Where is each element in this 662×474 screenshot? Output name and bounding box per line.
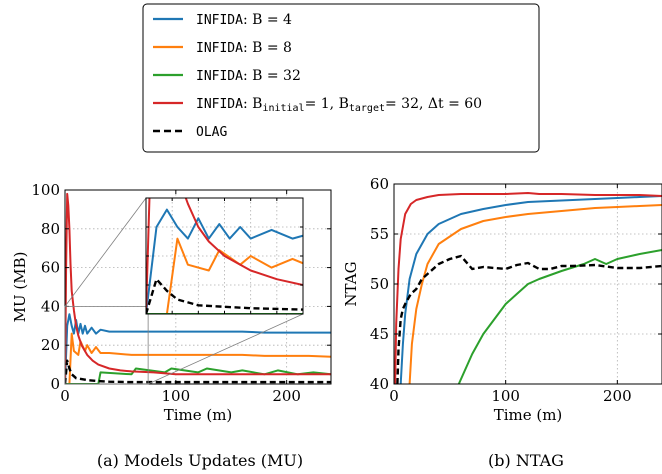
series-line-4 xyxy=(65,359,331,384)
legend-mono: INFIDA xyxy=(196,13,243,28)
series-line-2 xyxy=(457,249,662,384)
legend-text: : B = 8 xyxy=(243,40,292,56)
y-tick-label: 45 xyxy=(370,325,389,343)
inset-line-0 xyxy=(146,208,303,314)
inset-line-1 xyxy=(146,237,303,314)
legend-text: : B = 4 xyxy=(243,12,292,28)
series-group xyxy=(394,192,662,384)
x-tick-label: 100 xyxy=(491,387,520,405)
legend-mono: INFIDA xyxy=(196,97,243,112)
y-tick-label: 50 xyxy=(370,275,389,293)
legend-entry-4: OLAG xyxy=(196,125,227,140)
y-tick-label: 100 xyxy=(31,181,60,199)
legend-entry-1: INFIDA: B = 8 xyxy=(196,40,292,56)
legend-box xyxy=(142,3,540,153)
caption: (a) Models Updates (MU) xyxy=(97,451,303,470)
series-line-2 xyxy=(65,367,331,384)
x-axis-label: Time (m) xyxy=(164,406,233,424)
y-axis-label: NTAG xyxy=(342,261,360,306)
series-line-4 xyxy=(396,254,662,384)
legend-entry-2: INFIDA: B = 32 xyxy=(196,68,301,84)
y-tick-label: 60 xyxy=(41,259,60,277)
inset-connector xyxy=(64,197,147,307)
legend-entry-3: INFIDA: Binitial= 1, Btarget= 32, Δt = 6… xyxy=(196,96,482,114)
series-line-1 xyxy=(65,332,331,384)
legend-mono: INFIDA xyxy=(196,69,243,84)
axes-frame xyxy=(64,189,332,385)
y-tick-label: 40 xyxy=(41,297,60,315)
legend-entry-0: INFIDA: B = 4 xyxy=(196,12,292,28)
legend-text: = 1, B xyxy=(305,96,349,112)
series-line-3 xyxy=(65,192,331,384)
x-tick-label: 0 xyxy=(389,387,399,405)
legend-mono: INFIDA xyxy=(196,41,243,56)
x-axis-label: Time (m) xyxy=(494,406,563,424)
y-tick-label: 60 xyxy=(370,175,389,193)
legend-mono: OLAG xyxy=(196,125,227,140)
zoom-region xyxy=(64,305,149,385)
y-tick-label: 55 xyxy=(370,225,389,243)
series-line-3 xyxy=(394,192,662,384)
y-tick-label: 80 xyxy=(41,220,60,238)
x-tick-label: 200 xyxy=(603,387,632,405)
inset-connector xyxy=(147,313,304,385)
x-tick-label: 100 xyxy=(162,387,191,405)
caption: (b) NTAG xyxy=(488,451,564,470)
inset-line-3 xyxy=(146,198,303,314)
legend-text: = 32, Δt = 60 xyxy=(385,96,482,112)
inset-series-group xyxy=(146,198,303,314)
legend-text: : B xyxy=(243,96,262,112)
y-tick-label: 0 xyxy=(50,375,60,393)
x-tick-label: 200 xyxy=(272,387,301,405)
inset-line-4 xyxy=(146,278,303,314)
y-tick-label: 40 xyxy=(370,375,389,393)
panel-b: 0 100 200 40 45 50 55 60 Time (m) NTAG (b) NTAG xyxy=(342,175,662,470)
series-line-0 xyxy=(65,313,331,384)
y-tick-label: 20 xyxy=(41,336,60,354)
legend-sub: target xyxy=(349,103,385,114)
series-line-1 xyxy=(408,204,662,384)
y-axis-label: MU (MB) xyxy=(11,252,29,323)
legend-sub: initial xyxy=(262,103,304,114)
legend-text: : B = 32 xyxy=(243,68,301,84)
x-tick-label: 0 xyxy=(60,387,70,405)
series-group xyxy=(65,192,331,384)
series-line-0 xyxy=(399,195,662,384)
